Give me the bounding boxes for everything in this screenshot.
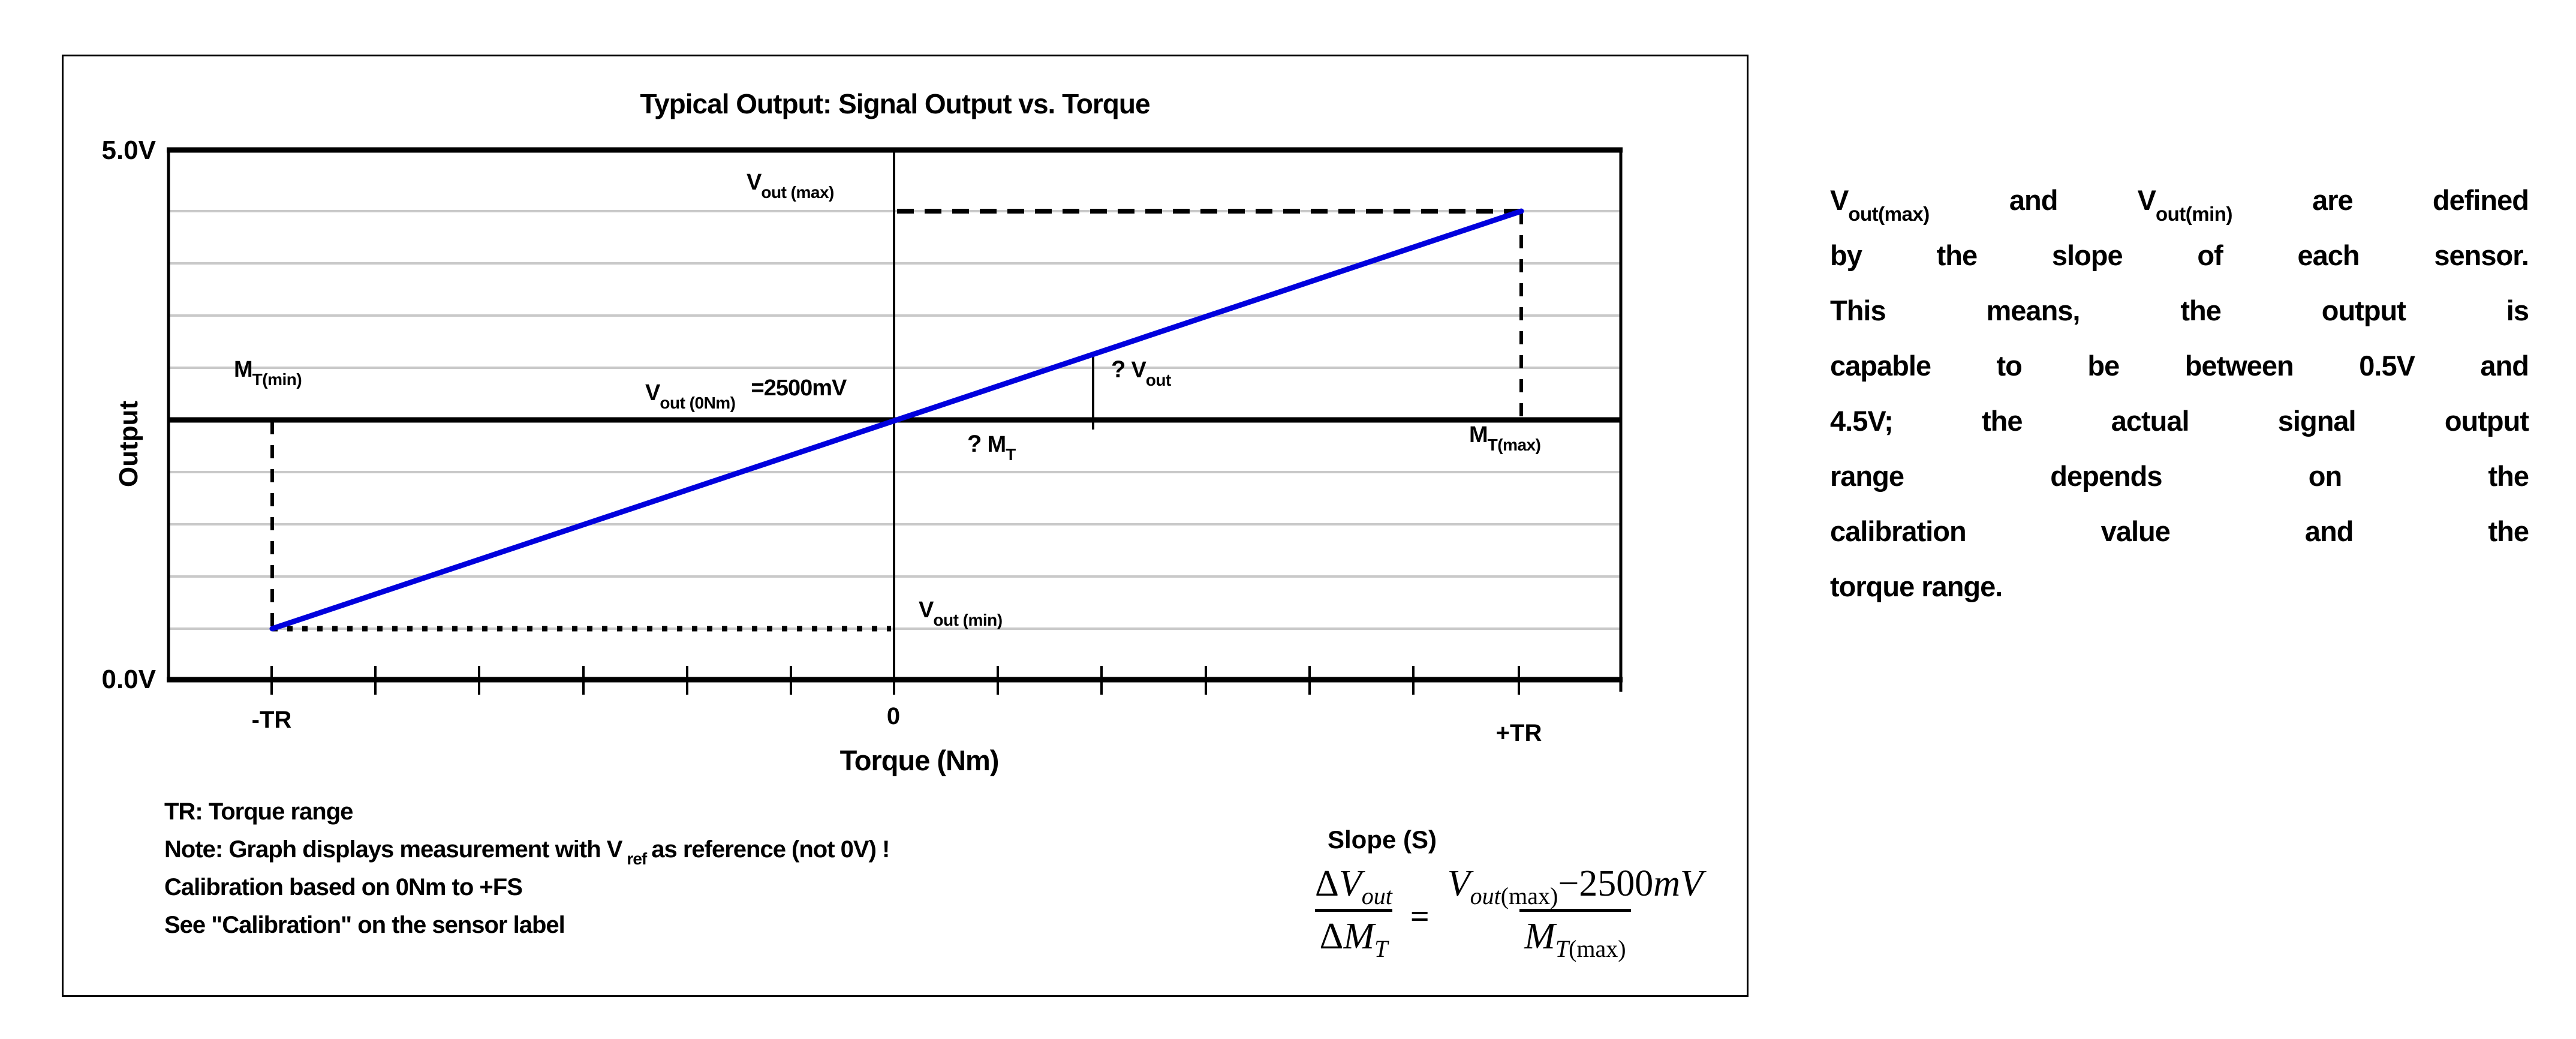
rhs-num-sub-normal: (max) <box>1500 882 1558 909</box>
rhs-num-minus-2500: −2500 <box>1558 863 1654 904</box>
x-axis-title: Torque (Nm) <box>839 744 1000 776</box>
description-line-5: 4.5V; the actual signal output <box>1830 405 2529 437</box>
y-axis-max-label: 5.0V <box>101 136 156 165</box>
label-vout-max-sub: out (max) <box>761 183 834 202</box>
note-calibration: Calibration based on 0Nm to +FS <box>164 874 523 900</box>
desc-text-and: and V <box>1929 184 2156 216</box>
desc-vout-min-sub: out(min) <box>2155 203 2232 225</box>
desc-vout-max-sub: out(max) <box>1848 203 1930 225</box>
description-line-2: by the slope of each sensor. <box>1830 239 2529 271</box>
label-delta-vout-delta: ? <box>1111 356 1126 383</box>
desc-vout-max-main: V <box>1830 184 1849 216</box>
note-vref-post: as reference (not 0V) ! <box>651 836 890 863</box>
label-vout-0nm-main: V <box>645 380 660 406</box>
label-vout-0nm-sub: out (0Nm) <box>660 394 736 412</box>
label-mt-max-sub: T(max) <box>1487 436 1541 454</box>
rhs-den-sub-normal: (max) <box>1569 935 1626 962</box>
description-paragraph: Vout(max) and Vout(min) are defined by t… <box>1830 173 2529 614</box>
label-delta-mt-sub: T <box>1006 445 1016 464</box>
description-line-1: Vout(max) and Vout(min) are defined <box>1830 173 2529 228</box>
description-line-3: This means, the output is <box>1830 295 2529 326</box>
label-mt-max: MT(max) <box>1469 422 1541 454</box>
rhs-num-mv: mV <box>1653 863 1703 904</box>
slope-rhs-fraction: Vout(max)−2500mV MT(max) <box>1443 863 1708 962</box>
x-tick-zero: 0 <box>886 703 901 729</box>
rhs-num-sub-italic: out <box>1470 882 1501 909</box>
description-line-6: range depends on the <box>1830 460 2529 492</box>
label-delta-vout-main: V <box>1131 358 1146 383</box>
lhs-num-sub: out <box>1361 882 1392 909</box>
x-tick-pos-tr: +TR <box>1495 720 1542 746</box>
lhs-den-sub: T <box>1374 935 1388 962</box>
note-vref-sub: ref <box>627 849 647 868</box>
label-vout-0nm: Vout (0Nm) =2500mV <box>645 376 847 412</box>
label-delta-vout: ? Vout <box>1111 356 1171 389</box>
label-mt-min: MT(min) <box>234 357 302 389</box>
note-vref-pre: Note: Graph displays measurement with V <box>164 836 622 863</box>
x-tick-neg-tr: -TR <box>251 707 292 733</box>
label-vout-min-sub: out (min) <box>933 611 1003 629</box>
label-vout-max: Vout (max) <box>747 170 834 202</box>
note-tr-definition: TR: Torque range <box>164 798 353 825</box>
description-line-7: calibration value and the <box>1830 515 2529 547</box>
lhs-den-delta: Δ <box>1319 916 1344 957</box>
label-delta-mt-main: M <box>987 432 1006 457</box>
lhs-num-main: V <box>1338 863 1362 904</box>
label-mt-min-sub: T(min) <box>252 370 302 389</box>
rhs-den-main: M <box>1524 916 1555 957</box>
notes-block: TR: Torque range Note: Graph displays me… <box>164 793 890 944</box>
label-vout-min: Vout (min) <box>919 597 1003 629</box>
label-vout-max-main: V <box>747 170 762 195</box>
equals-sign: = <box>1410 897 1430 935</box>
description-line-4: capable to be between 0.5V and <box>1830 350 2529 382</box>
signal-output-line <box>269 208 1524 632</box>
chart-title: Typical Output: Signal Output vs. Torque <box>640 88 1150 119</box>
label-delta-mt: ? MT <box>967 431 1016 464</box>
slope-heading: Slope (S) <box>1328 825 1437 854</box>
x-axis-ticks <box>270 666 1520 695</box>
label-vout-0nm-value: =2500mV <box>751 376 847 401</box>
label-delta-vout-sub: out <box>1145 371 1172 389</box>
note-sensor-label: See "Calibration" on the sensor label <box>164 912 565 938</box>
slope-lhs-fraction: ΔVout ΔMT <box>1310 863 1397 962</box>
description-line-8: torque range. <box>1830 570 2003 602</box>
note-vref: Note: Graph displays measurement with V r… <box>164 831 890 869</box>
label-delta-mt-delta: ? <box>967 431 982 457</box>
label-mt-max-main: M <box>1469 422 1488 448</box>
desc-text-defined: are defined <box>2232 184 2529 216</box>
plot-borders <box>167 147 1623 692</box>
label-mt-min-main: M <box>234 357 253 382</box>
rhs-den-sub-italic: T <box>1555 935 1569 962</box>
lhs-num-delta: Δ <box>1315 863 1339 904</box>
y-axis-min-label: 0.0V <box>101 665 156 694</box>
rhs-num-main: V <box>1447 863 1470 904</box>
y-axis-title: Output <box>114 400 143 488</box>
label-vout-min-main: V <box>919 597 934 623</box>
slope-formula: ΔVout ΔMT = Vout(max)−2500mV MT(max) <box>1310 863 1708 962</box>
lhs-den-main: M <box>1343 916 1375 957</box>
